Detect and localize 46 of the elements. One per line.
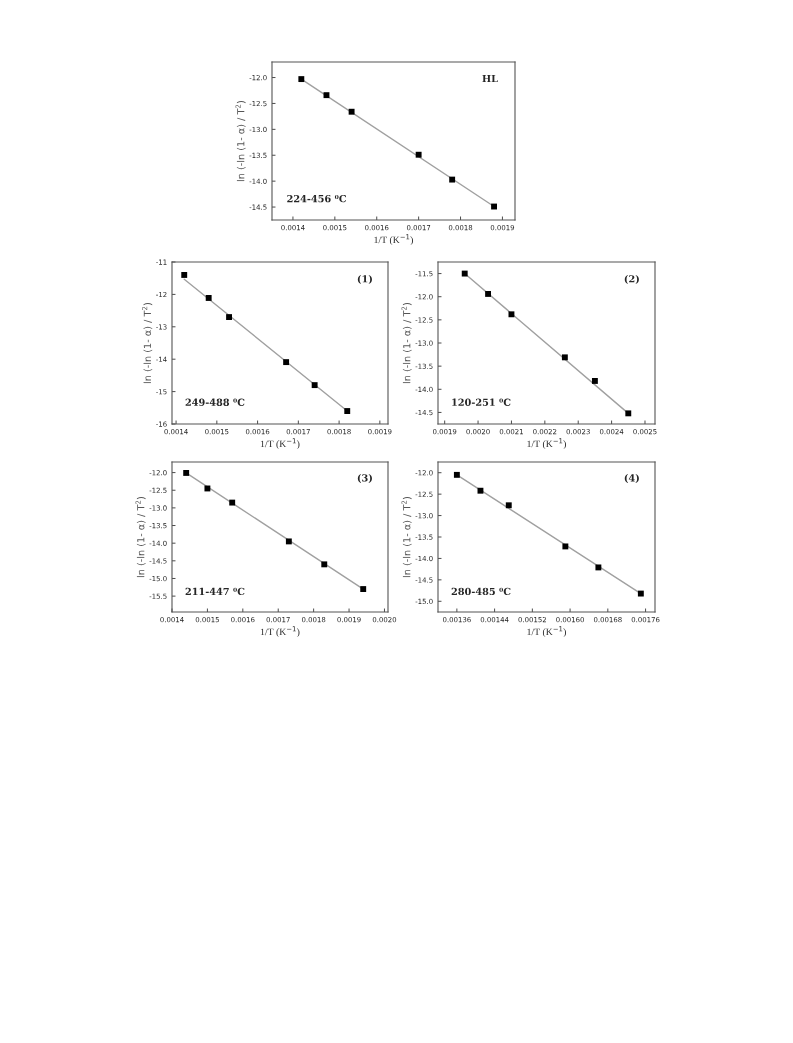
point [625, 410, 632, 417]
point [226, 314, 232, 321]
annotation: (4) [624, 474, 639, 483]
x-axis-title: 1/T (K$^{−1}$) [527, 626, 566, 638]
x-axis-title: 1/T (K$^{−1}$) [260, 438, 300, 450]
point [561, 354, 568, 361]
annotation: 249-488 ⁰C [185, 398, 245, 406]
point [285, 538, 292, 545]
point [505, 502, 512, 509]
annotation: 211-447 ⁰C [185, 587, 245, 596]
point [485, 290, 492, 297]
y-axis-title: ln (-ln (1- α) / T$^{2}$) [235, 100, 246, 182]
point [637, 590, 644, 597]
point [449, 176, 456, 183]
annotation: (3) [357, 474, 372, 483]
y-axis-title: ln (-ln (1- α) / T$^{2}$) [142, 302, 153, 384]
x-axis-title: 1/T (K$^{−1}$) [260, 626, 300, 638]
point [508, 311, 515, 318]
y-axis-title: ln (-ln (1- α) / T$^{2}$) [135, 496, 146, 578]
y-axis-title: ln (-ln (1- α) / T$^{2}$) [401, 302, 412, 384]
point [205, 295, 212, 301]
point [591, 378, 598, 384]
point [181, 272, 188, 278]
point [415, 151, 422, 158]
point [321, 561, 328, 568]
x-axis-title: 1/T (K$^{−1}$) [374, 234, 413, 246]
point [562, 543, 569, 550]
point [311, 382, 318, 389]
point [344, 408, 351, 414]
point [453, 471, 460, 478]
annotation: (1) [357, 274, 372, 284]
annotation: 280-485 ⁰C [451, 587, 511, 596]
point [183, 470, 190, 476]
annotation: HL [482, 74, 498, 83]
point [595, 564, 602, 571]
point [461, 270, 468, 277]
y-axis-title: ln (-ln (1- α) / T$^{2}$) [401, 496, 412, 578]
annotation: 224-456 ⁰C [287, 194, 347, 203]
point [360, 586, 367, 592]
point [298, 76, 305, 83]
annotation: 120-251 ⁰C [452, 398, 511, 406]
point [348, 108, 355, 115]
point [283, 359, 290, 366]
x-axis-title: 1/T (K$^{−1}$) [527, 438, 566, 450]
point [229, 499, 236, 506]
annotation: (2) [624, 274, 639, 284]
